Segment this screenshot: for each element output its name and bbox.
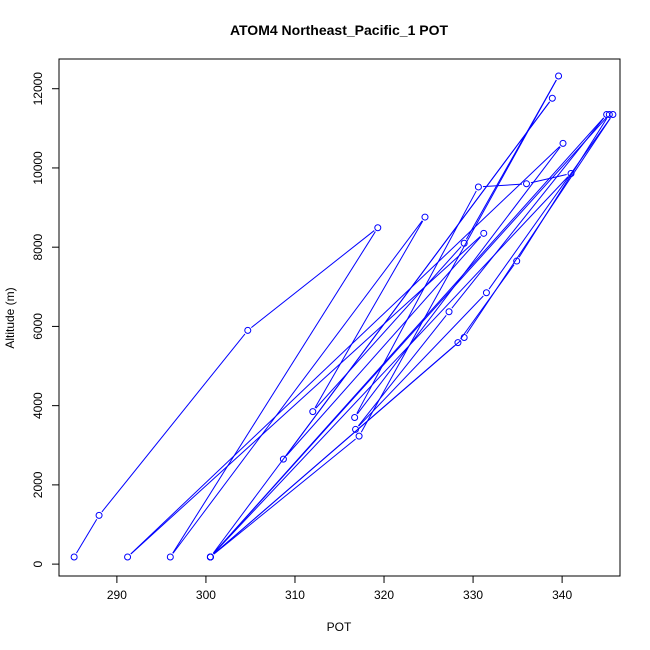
series-line-segment <box>460 264 515 340</box>
series-line-segment <box>314 220 424 408</box>
series-line-segment <box>518 118 608 258</box>
series-line-segment <box>101 333 246 513</box>
y-tick-label: 8000 <box>31 234 45 261</box>
data-point <box>244 326 252 334</box>
series-line-segment <box>357 314 447 427</box>
data-point <box>460 334 468 342</box>
data-point <box>548 94 556 102</box>
y-tick-label: 12000 <box>31 72 45 106</box>
series-line-segment <box>172 231 376 554</box>
series-line-segment <box>130 235 481 555</box>
data-point <box>70 553 78 561</box>
data-point <box>567 169 575 177</box>
data-point <box>351 414 359 422</box>
series-line-segment <box>213 438 356 555</box>
data-point <box>421 213 429 221</box>
series-line-segment <box>213 117 607 554</box>
data-point <box>523 180 530 188</box>
data-point <box>609 110 617 118</box>
data-point <box>474 183 482 191</box>
data-point <box>95 511 103 519</box>
series-line-segment <box>285 101 551 456</box>
data-point <box>445 308 453 316</box>
data-point <box>124 553 132 561</box>
data-point <box>480 229 488 237</box>
series-line-segment <box>76 518 98 554</box>
x-tick-label: 330 <box>463 588 483 602</box>
y-tick-label: 0 <box>31 560 45 567</box>
data-point <box>482 289 490 297</box>
y-tick-label: 2000 <box>31 471 45 498</box>
series-line-segment <box>130 146 561 555</box>
series-line-segment <box>451 117 605 309</box>
series-line-segment <box>356 146 561 415</box>
chart-title: ATOM4 Northeast_Pacific_1 POT <box>230 22 449 38</box>
data-point <box>166 553 174 561</box>
data-point <box>279 455 287 463</box>
y-tick-label: 6000 <box>31 313 45 340</box>
y-axis-label: Altitude (m) <box>3 287 17 348</box>
series-line-segment <box>358 295 484 427</box>
series-line-segment <box>488 117 611 290</box>
data-point <box>355 432 363 440</box>
x-tick-label: 310 <box>285 588 305 602</box>
series-layer <box>70 72 617 561</box>
x-tick-label: 300 <box>196 588 216 602</box>
data-point <box>454 339 462 347</box>
data-point <box>309 408 317 416</box>
y-axis: 0 2000 4000 6000 8000 10000 12000 <box>31 72 60 567</box>
series-line-segment <box>356 190 477 414</box>
y-tick-label: 4000 <box>31 392 45 419</box>
data-point <box>559 139 567 147</box>
data-point <box>206 553 214 561</box>
data-point <box>352 425 360 433</box>
series-line-segment <box>172 220 423 554</box>
x-axis: 290 300 310 320 330 340 <box>107 575 572 602</box>
data-point <box>605 110 613 118</box>
data-point <box>460 239 468 247</box>
series-line-segment <box>213 345 455 555</box>
x-tick-label: 320 <box>374 588 394 602</box>
data-point <box>374 224 382 232</box>
y-tick-label: 10000 <box>31 151 45 185</box>
x-tick-label: 340 <box>552 588 572 602</box>
x-axis-label: POT <box>327 620 352 634</box>
series-line-segment <box>251 230 375 328</box>
series-line-segment <box>213 176 569 555</box>
series-line-segment <box>482 183 523 188</box>
data-point <box>555 72 563 80</box>
series-line-segment <box>315 246 462 409</box>
x-tick-label: 290 <box>107 588 127 602</box>
data-point <box>513 257 521 265</box>
series-line-segment <box>286 236 482 457</box>
plot-frame <box>58 58 621 577</box>
